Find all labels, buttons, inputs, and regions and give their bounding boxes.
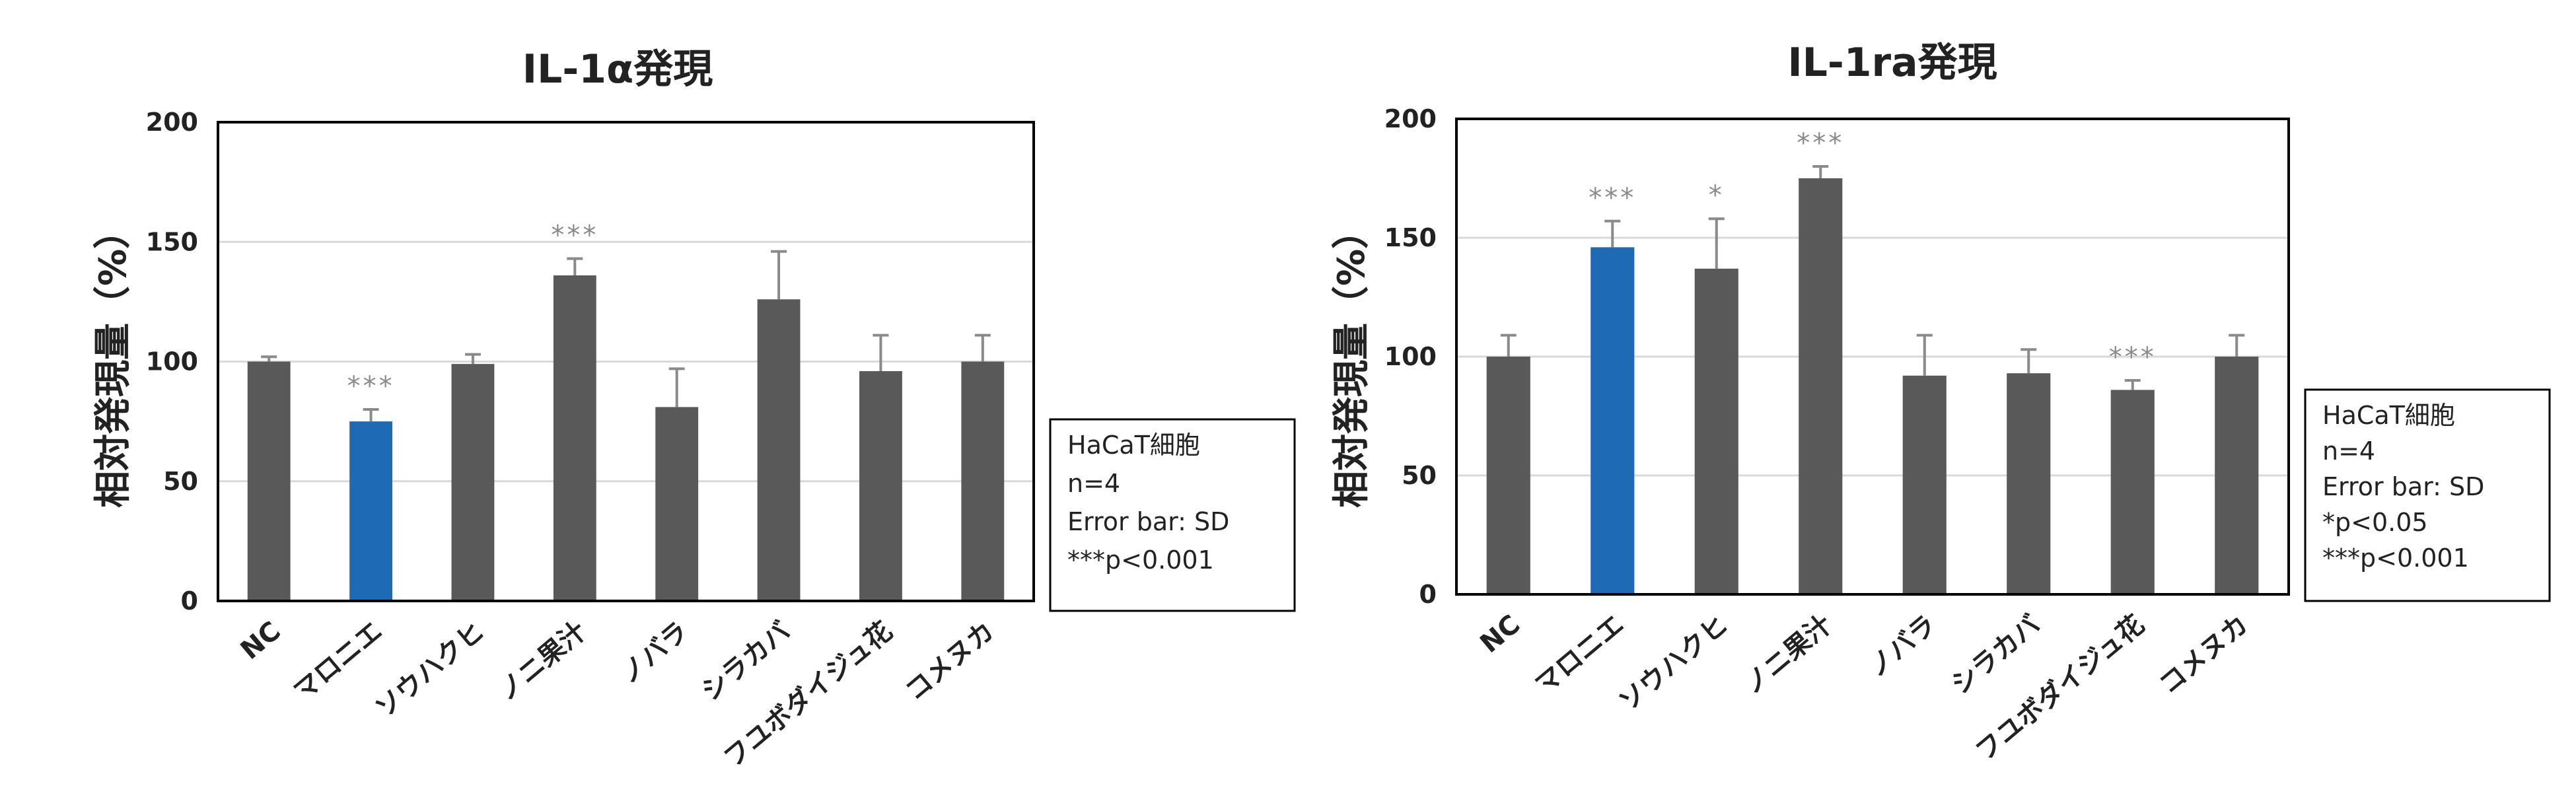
x-tick-label: マロニエ	[288, 615, 388, 707]
bar	[1694, 268, 1738, 594]
bar	[1902, 375, 1947, 594]
x-tick-label: フユボダイジュ花	[718, 615, 898, 773]
x-tick-label: マロニエ	[1530, 609, 1630, 700]
plot-frame	[1455, 118, 2290, 596]
bar	[2110, 390, 2155, 594]
y-tick-label: 150	[1384, 223, 1437, 252]
legend-line: ***p<0.001	[1067, 545, 1214, 575]
y-tick-label: 200	[1384, 104, 1437, 133]
chart-title: IL-1ra発現	[1787, 40, 1997, 86]
significance-label: ***	[551, 221, 598, 251]
x-tick-label: ノバラ	[1862, 609, 1942, 683]
chart-title: IL-1α発現	[522, 46, 713, 92]
y-axis-label: 相対発現量（%）	[92, 212, 135, 508]
chart-il1a: IL-1α発現 相対発現量（%） *** *** 0 50 100 150 200 NC マ…	[92, 46, 1296, 774]
y-tick-label: 100	[1384, 342, 1437, 371]
y-axis-label: 相対発現量（%）	[1330, 212, 1373, 508]
significance-label: ***	[1589, 183, 1636, 213]
y-tick-label: 50	[1402, 461, 1437, 490]
x-tick-label: NC	[235, 615, 287, 666]
bar	[1799, 178, 1843, 594]
x-tick-label: ノバラ	[614, 615, 694, 689]
x-tick-label: NC	[1474, 609, 1526, 659]
bar	[247, 361, 291, 601]
y-tick-label: 200	[146, 108, 198, 137]
significance-label: *	[1709, 180, 1725, 211]
x-tick-label: ノニ果汁	[1738, 609, 1838, 700]
x-tick-label: ソウハクヒ	[370, 615, 491, 724]
legend-line: n=4	[1067, 469, 1120, 498]
bar	[859, 371, 902, 601]
x-tick-label: シラカバ	[1946, 609, 2046, 700]
y-tick-label: 100	[146, 347, 198, 376]
legend-line: ***p<0.001	[2322, 544, 2469, 573]
chart-il1ra: IL-1ra発現 相対発現量（%） *** ******* 05010015020…	[1330, 40, 2551, 767]
x-tick-label: コメヌカ	[900, 615, 1000, 707]
y-tick-label: 150	[146, 227, 198, 256]
significance-label: ***	[1797, 128, 1844, 158]
significance-label: ***	[2109, 342, 2157, 372]
x-tick-label: シラカバ	[696, 615, 796, 707]
significance-label: ***	[347, 371, 395, 402]
x-tick-label: フユボダイジュ花	[1970, 609, 2151, 767]
legend: HaCaT細胞 n=4 Error bar: SD ***p<0.001	[1049, 418, 1296, 612]
legend-line: n=4	[2322, 437, 2375, 466]
bar	[451, 364, 495, 601]
legend-box	[2304, 388, 2551, 602]
y-tick-label: 0	[181, 586, 198, 615]
x-tick-label: ソウハクヒ	[1613, 609, 1734, 717]
legend-line: Error bar: SD	[2322, 472, 2484, 501]
x-tick-label: コメヌカ	[2154, 609, 2254, 700]
y-tick-label: 0	[1419, 580, 1437, 609]
bar	[757, 299, 801, 601]
legend: HaCaT細胞 n=4 Error bar: SD *p<0.05 ***p<0.001	[2304, 388, 2551, 602]
bar	[1486, 357, 1530, 594]
bar	[961, 361, 1005, 601]
plot-frame	[217, 121, 1035, 602]
bar	[655, 407, 699, 601]
legend-line: Error bar: SD	[1067, 507, 1229, 536]
bar	[349, 421, 392, 601]
bar	[2007, 373, 2051, 594]
x-tick-label: ノニ果汁	[492, 615, 592, 707]
legend-line: HaCaT細胞	[1067, 431, 1200, 460]
legend-box	[1049, 418, 1296, 612]
legend-line: *p<0.05	[2322, 508, 2428, 537]
y-tick-label: 50	[163, 467, 198, 496]
legend-line: HaCaT細胞	[2322, 401, 2455, 430]
bar	[2215, 357, 2259, 594]
bar	[1591, 247, 1635, 594]
bar	[553, 275, 596, 601]
